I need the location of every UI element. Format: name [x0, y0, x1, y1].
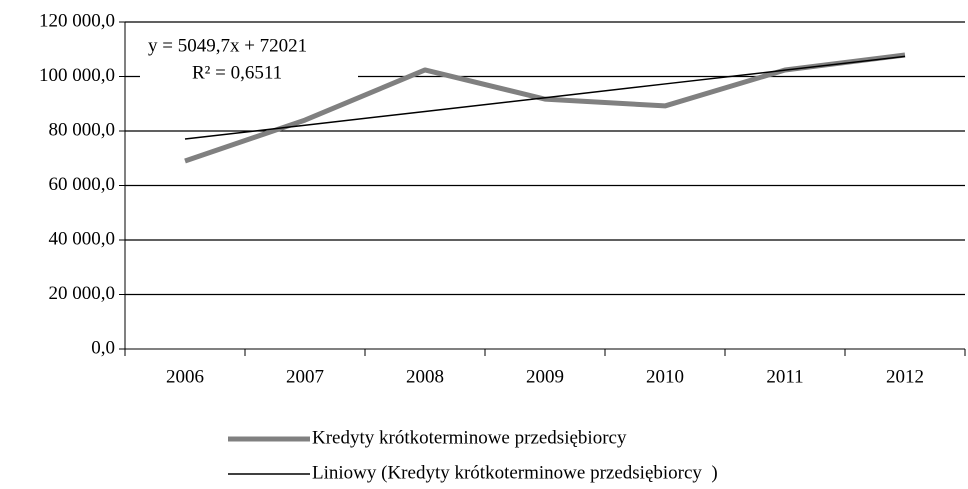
x-tick-label: 2006 [166, 366, 204, 387]
y-tick-label: 40 000,0 [49, 228, 116, 249]
x-tick-label: 2007 [286, 366, 324, 387]
legend-label: Kredyty krótkoterminowe przedsiębiorcy [312, 427, 627, 448]
legend-label: Liniowy (Kredyty krótkoterminowe przedsi… [312, 462, 718, 483]
annotation: y = 5049,7x + 72021 [148, 35, 307, 56]
y-tick-label: 20 000,0 [49, 283, 116, 304]
y-tick-label: 80 000,0 [49, 119, 116, 140]
x-tick-label: 2010 [646, 366, 684, 387]
annotation: R² = 0,6511 [192, 62, 282, 83]
y-tick-label: 60 000,0 [49, 174, 116, 195]
x-tick-label: 2009 [526, 366, 564, 387]
y-tick-label: 120 000,0 [39, 10, 115, 31]
x-tick-label: 2012 [886, 366, 924, 387]
x-tick-label: 2011 [766, 366, 803, 387]
annotation-box [140, 32, 358, 92]
y-tick-label: 100 000,0 [39, 65, 115, 86]
x-tick-label: 2008 [406, 366, 444, 387]
trend-line [184, 55, 906, 140]
y-tick-label: 0,0 [91, 337, 115, 358]
